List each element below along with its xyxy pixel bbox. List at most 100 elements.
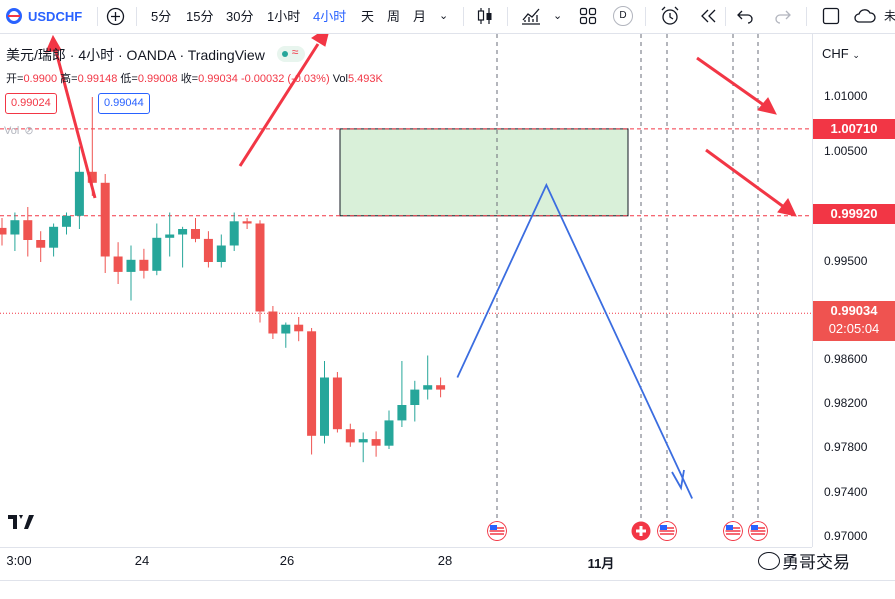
price-tick: 0.97800 <box>824 440 868 454</box>
ask-price-box[interactable]: 0.99044 <box>98 93 150 114</box>
interval-dropdown-icon[interactable]: ⌄ <box>439 10 449 22</box>
candle-down[interactable] <box>203 238 213 262</box>
indicators-dropdown-icon[interactable]: ⌄ <box>553 10 563 22</box>
us-flag-icon[interactable] <box>657 521 677 541</box>
candle-down[interactable] <box>36 240 46 248</box>
ohlc-legend: 开=0.9900 高=0.99148 低=0.99008 收=0.99034 -… <box>6 70 383 86</box>
volume-label: Vol <box>332 73 348 85</box>
redo-icon[interactable] <box>774 8 792 24</box>
price-axis[interactable]: CHF ⌄ <box>812 34 895 547</box>
candle-up[interactable] <box>216 245 226 263</box>
resistance-zone-box[interactable] <box>339 128 629 217</box>
candle-up[interactable] <box>165 234 175 238</box>
candle-up[interactable] <box>10 220 20 235</box>
candlestick-chart[interactable] <box>0 34 812 547</box>
chevron-down-icon: ⌄ <box>852 50 860 60</box>
candle-up[interactable] <box>384 420 394 446</box>
fullscreen-square-icon[interactable] <box>822 7 840 25</box>
candle-down[interactable] <box>307 331 317 436</box>
time-axis[interactable] <box>0 547 812 580</box>
bid-price-box[interactable]: 0.99024 <box>5 93 57 114</box>
chart-pane[interactable]: 美元/瑞郎 · 4小时 · OANDA · TradingView ≈ 开=0.… <box>0 34 812 547</box>
candle-down[interactable] <box>345 429 355 443</box>
price-tick: 0.98600 <box>824 352 868 366</box>
toolbar-divider <box>507 7 508 26</box>
candle-down[interactable] <box>294 324 304 332</box>
candle-up[interactable] <box>126 259 136 272</box>
toolbar-overflow-text: 未 <box>884 9 895 23</box>
indicators-icon[interactable] <box>520 6 542 26</box>
chart-legend-title: 美元/瑞郎 · 4小时 · OANDA · TradingView ≈ <box>6 45 305 65</box>
candle-down[interactable] <box>191 229 200 239</box>
last-price-value: 0.99034 <box>830 303 878 318</box>
watermark: 勇哥交易 <box>758 548 850 573</box>
candle-up[interactable] <box>281 324 291 334</box>
candle-style-icon[interactable] <box>475 6 495 26</box>
us-flag-icon[interactable] <box>748 521 768 541</box>
interval-1w[interactable]: 周 <box>387 9 401 24</box>
candle-up[interactable] <box>49 226 59 248</box>
interval-1h[interactable]: 1小时 <box>267 9 301 24</box>
candle-up[interactable] <box>62 215 71 227</box>
candle-up[interactable] <box>178 229 188 235</box>
candle-down[interactable] <box>332 377 342 430</box>
candle-down[interactable] <box>255 223 265 312</box>
candle-up[interactable] <box>397 405 407 421</box>
cloud-save-icon[interactable] <box>853 7 877 25</box>
candle-down[interactable] <box>371 439 381 446</box>
candle-down[interactable] <box>87 171 97 183</box>
candle-down[interactable] <box>113 256 123 272</box>
candle-down[interactable] <box>436 385 446 390</box>
currency-label: CHF <box>822 46 849 61</box>
interval-4h[interactable]: 4小时 <box>313 9 347 24</box>
price-tick: 0.97400 <box>824 485 868 499</box>
time-tick: 24 <box>134 553 150 568</box>
candle-down[interactable] <box>242 221 252 224</box>
time-tick: 3:00 <box>6 553 32 568</box>
watermark-text: 勇哥交易 <box>782 553 850 572</box>
us-flag-icon[interactable] <box>723 521 743 541</box>
legend-visibility-dot[interactable]: ≈ <box>276 45 305 62</box>
candle-down[interactable] <box>0 227 7 235</box>
volume-indicator-label: Vol ⊘ <box>4 124 34 137</box>
candle-up[interactable] <box>410 389 420 405</box>
candle-up[interactable] <box>423 385 433 390</box>
alert-clock-icon[interactable] <box>659 5 681 27</box>
interval-30m[interactable]: 30分 <box>226 9 254 24</box>
toolbar-divider <box>725 7 726 26</box>
interval-1d[interactable]: 天 <box>361 9 375 24</box>
swiss-flag-icon[interactable] <box>631 521 651 541</box>
currency-selector[interactable]: CHF ⌄ <box>822 46 860 61</box>
candle-down[interactable] <box>268 311 278 334</box>
candle-down[interactable] <box>139 259 149 271</box>
tradingview-logo-icon <box>8 515 34 529</box>
lower-level-tag[interactable]: 0.99920 <box>813 204 895 224</box>
layout-d-badge[interactable]: D <box>613 6 633 26</box>
candle-down[interactable] <box>100 182 110 257</box>
compare-add-icon[interactable] <box>106 7 125 26</box>
last-price-tag: 0.99034 02:05:04 <box>813 301 895 341</box>
interval-1m[interactable]: 月 <box>413 9 427 24</box>
approx-icon: ≈ <box>291 45 299 59</box>
symbol-button[interactable]: USDCHF <box>28 9 83 24</box>
top-toolbar: USDCHF 5分 15分 30分 1小时 4小时 天 周 月 ⌄ ⌄ D <box>0 0 895 34</box>
replay-icon[interactable] <box>699 8 717 24</box>
us-flag-icon[interactable] <box>487 521 507 541</box>
candle-up[interactable] <box>358 439 368 443</box>
ohlc-open-label: 开= <box>6 73 24 85</box>
candle-up[interactable] <box>74 171 84 216</box>
candle-up[interactable] <box>152 237 162 271</box>
time-tick: 28 <box>437 553 453 568</box>
ohlc-change-value: -0.00032 (-0.03%) <box>240 73 330 85</box>
candle-up[interactable] <box>320 377 329 436</box>
candle-up[interactable] <box>229 221 239 246</box>
candle-down[interactable] <box>23 220 33 240</box>
interval-5m[interactable]: 5分 <box>151 9 172 24</box>
upper-level-tag[interactable]: 1.00710 <box>813 119 895 139</box>
undo-icon[interactable] <box>736 8 754 24</box>
layout-grid-icon[interactable] <box>579 7 597 25</box>
time-tick: 11月 <box>587 556 615 571</box>
projection-path[interactable] <box>456 182 693 499</box>
interval-15m[interactable]: 15分 <box>186 9 214 24</box>
eye-hidden-icon[interactable]: ⊘ <box>24 125 34 137</box>
